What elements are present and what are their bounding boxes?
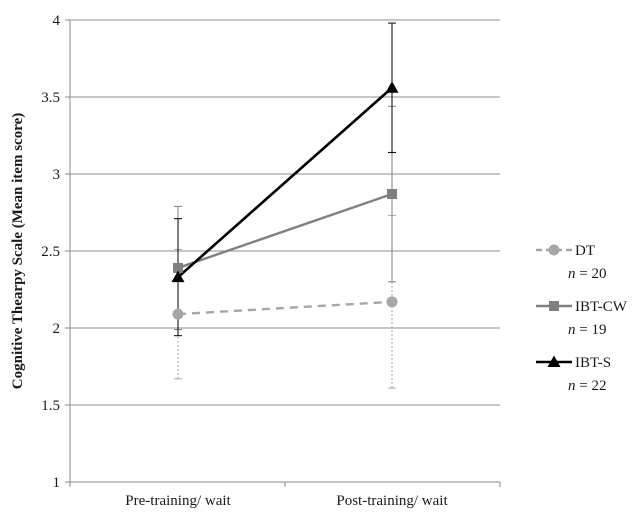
legend-n: n = 22 (568, 378, 606, 394)
y-axis-label: Cognitive Thearpy Scale (Mean item score… (10, 113, 26, 389)
x-category-label: Post-training/ wait (336, 493, 448, 509)
legend-marker (547, 355, 561, 367)
gridlines (65, 19, 501, 487)
series-line (177, 86, 393, 279)
series-markers (171, 81, 399, 320)
data-point (172, 308, 184, 320)
y-tick-label: 1.5 (41, 398, 60, 414)
axes (69, 20, 500, 483)
x-category-labels: Pre-training/ wait Post-training/ wait (125, 493, 448, 509)
legend-label: IBT-CW (575, 299, 628, 315)
x-category-label: Pre-training/ wait (125, 493, 231, 509)
data-point (387, 189, 397, 200)
y-tick-label: 1 (53, 475, 61, 491)
series-lines (177, 86, 393, 316)
data-point (171, 270, 185, 283)
data-point (386, 296, 398, 308)
y-tick-labels: 1 1.5 2 2.5 3 3.5 4 (41, 13, 60, 491)
y-tick-label: 2 (53, 321, 61, 337)
y-tick-label: 4 (53, 13, 61, 29)
legend-label: DT (575, 243, 595, 259)
series-line (177, 192, 393, 270)
series-line (177, 300, 393, 316)
legend-marker (549, 301, 559, 311)
data-point (385, 81, 399, 93)
y-tick-label: 2.5 (41, 244, 60, 260)
legend: DT n = 20 IBT-CW n = 19 IBT-S n = 22 (536, 243, 628, 394)
error-bars (174, 22, 396, 389)
legend-label: IBT-S (575, 355, 611, 371)
data-point (173, 262, 183, 273)
legend-n: n = 20 (568, 266, 606, 282)
y-tick-label: 3 (53, 167, 61, 183)
y-tick-label: 3.5 (41, 90, 60, 106)
legend-n: n = 19 (568, 322, 606, 338)
legend-marker (548, 244, 560, 256)
